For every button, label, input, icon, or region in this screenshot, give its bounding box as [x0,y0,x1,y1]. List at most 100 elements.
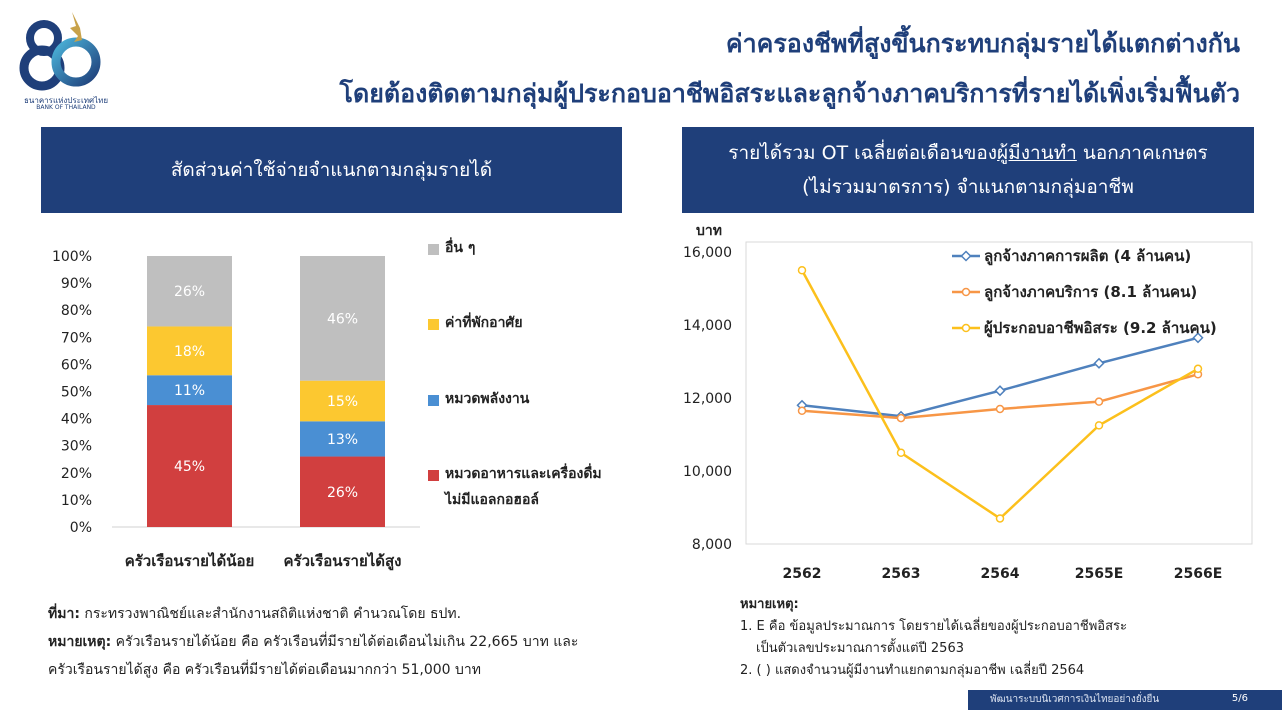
left-panel-heading-text: สัดส่วนค่าใช้จ่ายจำแนกตามกลุ่มรายได้ [170,159,493,181]
x-category-label: ครัวเรือนรายได้สูง [284,551,402,571]
expense-share-stacked-bar-chart: 0% 10% 20% 30% 40% 50% 60% 70% 80% 90% 100% 45% 11%… [52,249,420,571]
legend-swatch-food [428,470,439,481]
x-tick-label: 2563 [882,566,921,582]
series-point [1094,421,1104,430]
bar-data-label: 13% [327,432,358,448]
bar-segment [147,405,232,527]
y-tick-label: 40% [61,412,92,428]
series-point [1193,364,1203,374]
right-heading-underlined: ผู้มีงานทำ [997,142,1077,164]
source-note: ที่มา: กระทรวงพาณิชย์และสำนักงานสถิติแห่… [48,600,578,628]
bar-segment [300,421,385,457]
series-point [1192,332,1204,344]
y-tick-label: 10% [61,493,92,509]
slide-title-line2: โดยต้องติดตามกลุ่มผู้ประกอบอาชีพอิสระและ… [339,79,1240,108]
y-tick-label: 12,000 [683,391,732,407]
y-axis-unit-label: บาท [696,223,722,239]
legend-marker [961,287,971,297]
y-tick-label: 50% [61,385,92,401]
legend-item-other: อื่น ๆ [428,240,475,261]
bar-segment [300,456,385,527]
bar-segment [147,326,232,376]
remark-text1: ครัวเรือนรายได้น้อย คือ ครัวเรือนที่มีรา… [111,634,579,650]
bar-data-label: 18% [174,344,205,360]
x-tick-label: 2564 [981,566,1020,582]
bar-data-label: 46% [327,311,358,327]
right-panel-heading-line2: (ไม่รวมมาตรการ) จำแนกตามกลุ่มอาชีพ [802,176,1134,198]
x-tick-label: 2562 [783,566,822,582]
bar-data-label: 11% [174,383,205,399]
series-point [797,406,807,416]
logo-thai-name: ธนาคารแห่งประเทศไทย [23,96,109,105]
legend-label-energy: หมวดพลังงาน [445,391,530,407]
bar-segment [147,375,232,406]
plot-area-frame [745,241,1253,545]
y-tick-label: 60% [61,357,92,373]
right-notes-title: หมายเหตุ: [740,597,799,612]
series-point [995,404,1005,414]
series-point [995,514,1005,523]
y-tick-label: 16,000 [683,245,732,261]
legend-label: ลูกจ้างภาคการผลิต (4 ล้านคน) [984,247,1191,266]
legend-swatch-other [428,244,439,255]
logo-emblem [19,12,101,91]
legend-label: ลูกจ้างภาคบริการ (8.1 ล้านคน) [984,283,1197,302]
footer-bar [968,690,1282,710]
legend-item-energy: หมวดพลังงาน [428,391,529,412]
bar-data-label: 26% [174,284,205,300]
legend-swatch-housing [428,319,439,330]
y-tick-label: 80% [61,303,92,319]
bar-data-label: 26% [327,485,358,501]
legend-marker [960,250,972,262]
x-tick-label: 2566E [1174,566,1223,582]
y-tick-label: 14,000 [683,318,732,334]
legend-label-food-line2: ไม่มีแอลกอฮอล์ [445,492,539,508]
right-note1-line2: เป็นตัวเลขประมาณการตั้งแต่ปี 2563 [756,641,964,656]
series-line [801,336,1199,418]
series-point [994,385,1006,397]
bar-data-label: 15% [327,394,358,410]
bar-data-label: 45% [174,459,205,475]
legend-label-food: หมวดอาหารและเครื่องดื่ม ไม่มีแอลกอฮอล์ [445,461,602,513]
legend-label-other: อื่น ๆ [445,240,476,256]
legend-item-housing: ค่าที่พักอาศัย [428,315,523,336]
right-note2: 2. ( ) แสดงจำนวนผู้มีงานทำแยกตามกลุ่มอาช… [740,663,1085,678]
income-line-chart: บาท 8,000 10,000 12,000 14,000 16,000 2562 25… [683,223,1253,582]
right-panel-heading: รายได้รวม OT เฉลี่ยต่อเดือนของผู้มีงานทำ… [682,127,1254,213]
series-point [1093,357,1105,369]
bar-segment [300,256,385,381]
y-tick-label: 0% [70,520,92,536]
x-tick-label: 2565E [1075,566,1124,582]
remark-line1: หมายเหตุ: ครัวเรือนรายได้น้อย คือ ครัวเร… [48,628,578,656]
y-tick-label: 70% [61,330,92,346]
legend-label-food-line1: หมวดอาหารและเครื่องดื่ม [445,466,602,482]
x-category-label: ครัวเรือนรายได้น้อย [125,551,255,570]
bar-segment [147,256,232,327]
series-point [896,448,906,457]
y-tick-label: 20% [61,466,92,482]
page-number: 5/6 [1231,693,1248,704]
footer-slogan: พัฒนาระบบนิเวศการเงินไทยอย่างยั่งยืน [990,694,1160,705]
logo-english-name: BANK OF THAILAND [36,104,96,111]
right-note1-line1: 1. E คือ ข้อมูลประมาณการ โดยรายได้เฉลี่ย… [740,619,1127,634]
legend-label: ผู้ประกอบอาชีพอิสระ (9.2 ล้านคน) [984,319,1217,338]
legend-label-housing: ค่าที่พักอาศัย [445,315,523,331]
series-point [797,266,807,275]
y-tick-label: 100% [52,249,92,265]
legend-swatch-energy [428,395,439,406]
series-point [896,413,906,423]
remark-line2: ครัวเรือนรายได้สูง คือ ครัวเรือนที่มีราย… [48,662,481,678]
y-tick-label: 10,000 [683,464,732,480]
bar-segment [300,380,385,422]
right-heading-pre: รายได้รวม OT เฉลี่ยต่อเดือนของ [728,142,998,164]
right-footnotes: หมายเหตุ: 1. E คือ ข้อมูลประมาณการ โดยรา… [740,594,1127,682]
y-tick-label: 30% [61,439,92,455]
left-footnotes: ที่มา: กระทรวงพาณิชย์และสำนักงานสถิติแห่… [48,600,578,684]
source-text: กระทรวงพาณิชย์และสำนักงานสถิติแห่งชาติ ค… [79,606,462,622]
remark-label: หมายเหตุ: [48,634,112,650]
y-tick-label: 8,000 [692,537,732,553]
right-heading-post: นอกภาคเกษตร [1076,142,1208,164]
legend-item-food: หมวดอาหารและเครื่องดื่ม ไม่มีแอลกอฮอล์ [428,466,602,513]
bot-80-logo: ธนาคารแห่งประเทศไทย BANK OF THAILAND [8,6,116,111]
legend-marker [961,323,971,333]
